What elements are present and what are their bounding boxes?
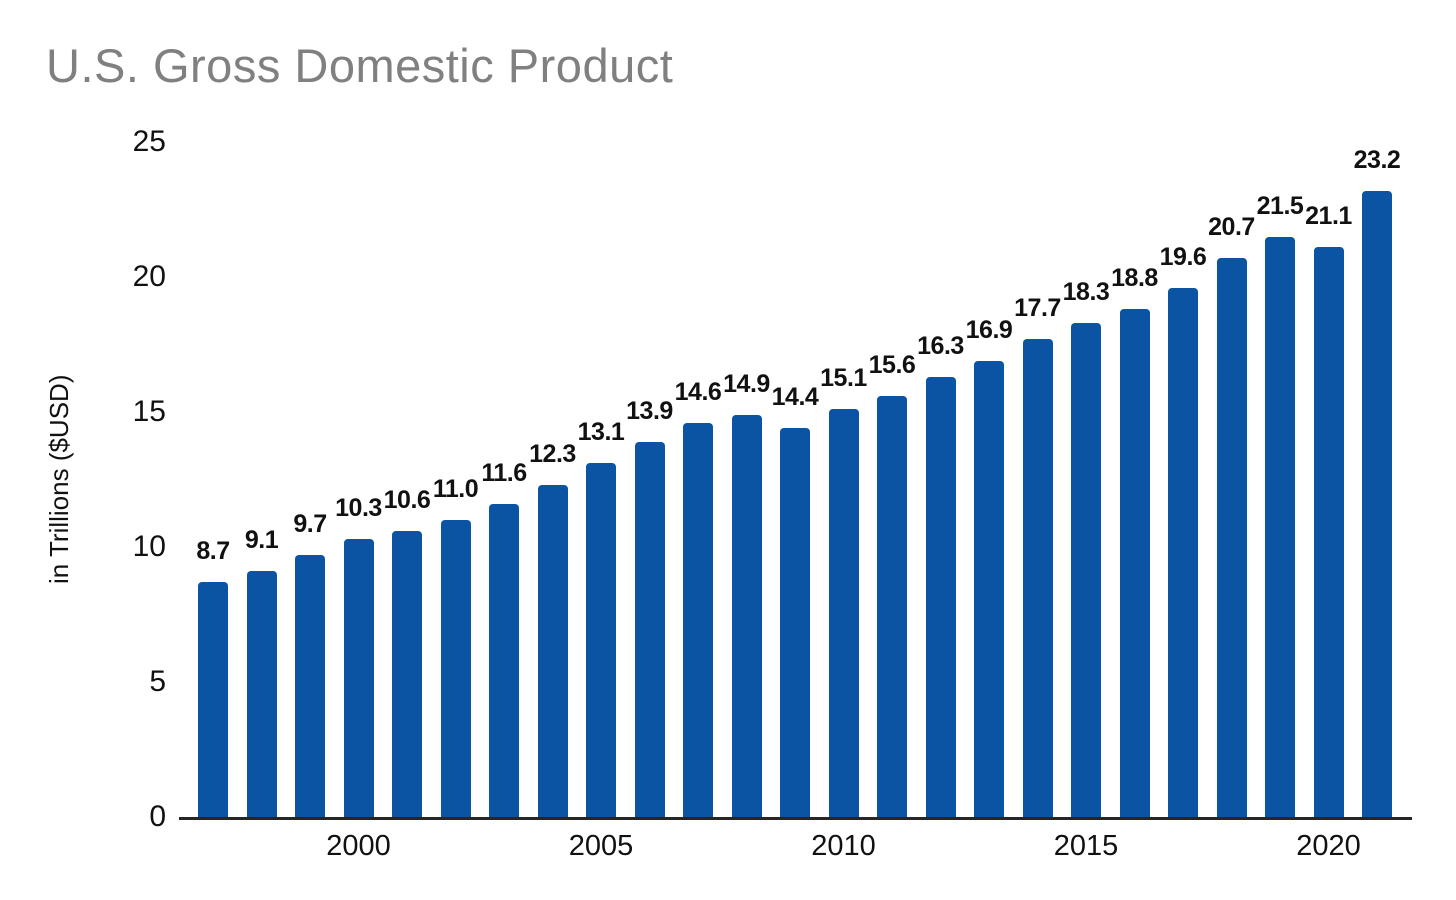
- bar-2012: [925, 376, 956, 817]
- bar-value-label-2008: 14.9: [723, 369, 770, 398]
- bar-value-label-2021: 23.2: [1353, 145, 1401, 174]
- bar-2004: [537, 484, 568, 817]
- bar-value-label-2004: 12.3: [529, 439, 576, 468]
- bar-2009: [780, 428, 810, 817]
- bar-value-label-2016: 18.8: [1111, 264, 1158, 293]
- x-tick-label-2000: 2000: [326, 830, 391, 862]
- bar-value-label-1998: 9.1: [244, 526, 279, 555]
- bar-2017: [1168, 287, 1198, 817]
- bar-value-label-2005: 13.1: [577, 418, 625, 447]
- bar-value-label-2009: 14.4: [771, 383, 819, 412]
- bar-2013: [974, 360, 1004, 817]
- x-tick-label-2020: 2020: [1296, 830, 1361, 862]
- bar-2011: [877, 395, 907, 817]
- y-tick-label-20: 20: [132, 260, 166, 293]
- bar-2020: [1313, 247, 1344, 817]
- bar-2015: [1071, 322, 1101, 817]
- bar-2018: [1216, 258, 1247, 817]
- bar-2001: [392, 530, 422, 817]
- bar-2010: [828, 409, 859, 817]
- bar-value-label-2011: 15.6: [868, 350, 916, 379]
- bar-value-label-2019: 21.5: [1256, 191, 1304, 220]
- y-tick-label-25: 25: [132, 125, 166, 158]
- bar-2014: [1022, 339, 1053, 817]
- bar-2002: [440, 520, 471, 817]
- plot-area: 8.7 9.1 9.7 10.3 10.6 11.0 11.6 12.3 13.1 13.9 14.…: [179, 142, 1412, 820]
- bar-1999: [295, 555, 325, 817]
- bar-2021: [1362, 190, 1392, 817]
- bar-2005: [586, 463, 616, 817]
- y-tick-label-10: 10: [132, 530, 166, 563]
- bar-2003: [489, 503, 519, 817]
- y-tick-label-15: 15: [132, 395, 166, 428]
- x-axis: 2000 2005 2010 2015 2020: [179, 820, 1412, 870]
- bar-2008: [731, 414, 762, 817]
- bar-1997: [198, 582, 228, 817]
- bar-2000: [343, 538, 374, 817]
- bar-value-label-2010: 15.1: [820, 364, 867, 393]
- chart-title: U.S. Gross Domestic Product: [46, 39, 674, 92]
- bar-value-label-2003: 11.6: [481, 458, 527, 487]
- y-tick-label-0: 0: [149, 800, 166, 833]
- bar-2019: [1265, 236, 1295, 817]
- bar-value-label-2007: 14.6: [674, 377, 722, 406]
- bar-value-label-2013: 16.9: [965, 315, 1013, 344]
- x-tick-label-2010: 2010: [811, 830, 876, 862]
- bar-2006: [634, 441, 665, 817]
- bar-value-label-2006: 13.9: [626, 396, 673, 425]
- bar-value-label-2012: 16.3: [917, 331, 964, 360]
- x-tick-label-2015: 2015: [1053, 830, 1119, 862]
- y-tick-label-5: 5: [149, 665, 166, 698]
- bar-value-label-2002: 11.0: [432, 475, 479, 503]
- bar-value-label-2015: 18.3: [1062, 277, 1110, 306]
- bar-value-label-2001: 10.6: [383, 485, 431, 514]
- bar-value-label-1997: 8.7: [196, 537, 230, 566]
- bar-2016: [1119, 309, 1150, 817]
- bar-value-label-2017: 19.6: [1159, 242, 1207, 271]
- bar-1998: [246, 571, 277, 817]
- x-tick-label-2005: 2005: [568, 830, 634, 862]
- y-axis: 0 5 10 15 20 25: [0, 127, 166, 832]
- bar-value-label-2018: 20.7: [1208, 213, 1255, 242]
- bar-value-label-2014: 17.7: [1014, 294, 1061, 323]
- bar-value-label-2020: 21.1: [1305, 202, 1352, 231]
- bar-value-label-1999: 9.7: [293, 510, 327, 539]
- bar-2007: [683, 422, 713, 817]
- bar-value-label-2000: 10.3: [335, 493, 382, 522]
